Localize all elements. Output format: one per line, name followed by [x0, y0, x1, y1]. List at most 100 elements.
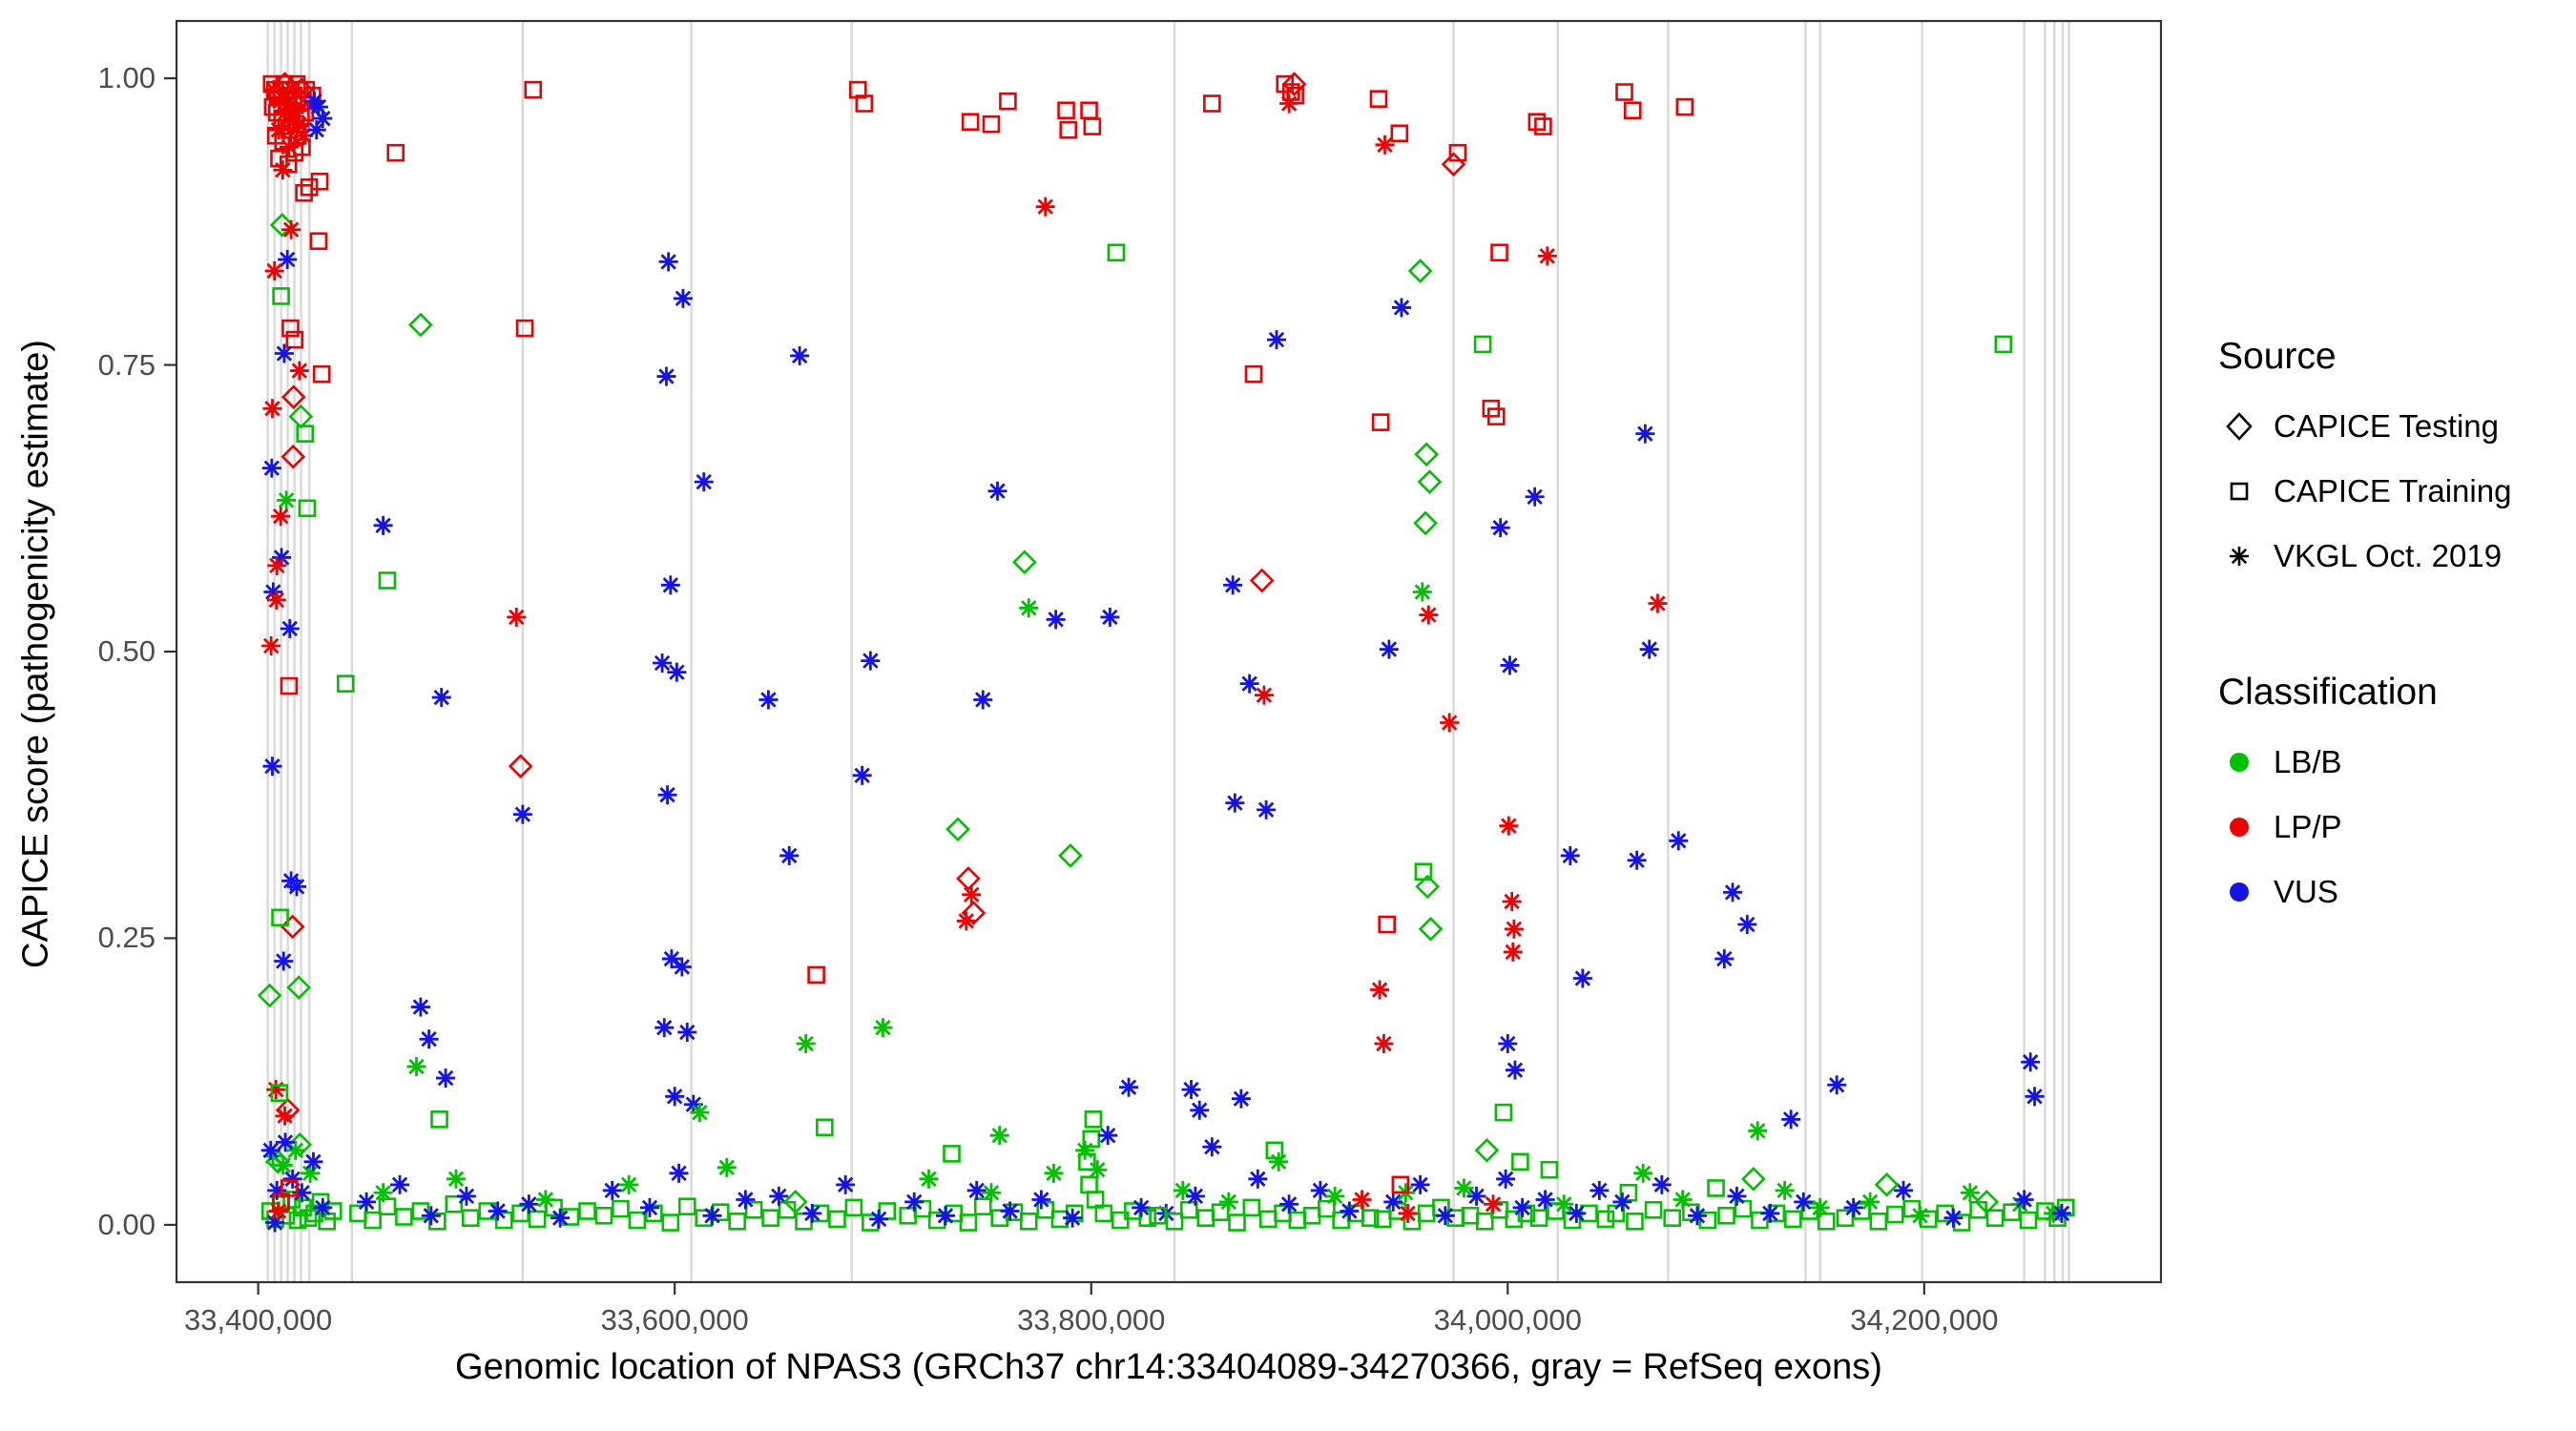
data-point-asterisk — [281, 219, 301, 239]
data-point-asterisk — [602, 1180, 622, 1200]
data-point-square — [378, 571, 397, 590]
data-point-square — [1886, 1205, 1904, 1224]
data-point-asterisk — [303, 1151, 323, 1172]
data-point-asterisk — [1843, 1197, 1863, 1217]
x-tick-label: 33,600,000 — [600, 1303, 749, 1337]
data-point-asterisk — [665, 1087, 685, 1107]
y-tick-label: 0.50 — [97, 634, 156, 668]
data-point-asterisk — [1181, 1080, 1201, 1100]
data-point-asterisk — [1440, 713, 1460, 733]
data-point-asterisk — [1503, 942, 1523, 962]
data-point-asterisk — [690, 1103, 710, 1123]
data-point-square — [428, 1213, 447, 1231]
data-point-square — [1390, 124, 1409, 143]
data-point-square — [280, 1179, 299, 1197]
data-point-square — [281, 319, 300, 338]
data-point-asterisk — [1202, 1137, 1222, 1157]
data-point-square — [1265, 1141, 1284, 1160]
data-point-square — [744, 1200, 763, 1219]
data-point-asterisk — [1672, 1190, 1693, 1210]
data-point-asterisk — [1035, 197, 1055, 217]
data-point-asterisk — [373, 1183, 393, 1203]
data-point-square — [1417, 1204, 1436, 1223]
data-point-asterisk — [1498, 1034, 1518, 1054]
data-point-asterisk — [271, 507, 291, 527]
data-point-square — [295, 183, 313, 202]
data-point-square — [1994, 335, 2013, 354]
data-point-asterisk — [1490, 518, 1510, 538]
data-point-asterisk — [2014, 1190, 2034, 1210]
data-point-asterisk — [1383, 1192, 1403, 1212]
data-point-square — [1080, 1175, 1098, 1194]
data-point-square — [461, 1209, 480, 1227]
data-point-asterisk — [694, 472, 714, 492]
data-point-square — [1675, 97, 1694, 116]
data-point-square — [1448, 143, 1467, 162]
data-point-asterisk — [861, 651, 881, 671]
data-point-square — [1369, 90, 1388, 109]
data-point-square — [1391, 1175, 1410, 1194]
data-point-square — [1607, 1204, 1626, 1223]
data-point-asterisk — [966, 1180, 987, 1200]
data-point-square — [2019, 1211, 2038, 1230]
data-point-square — [280, 676, 299, 695]
data-point-square — [285, 143, 304, 162]
data-point-square — [728, 1213, 746, 1231]
data-point-square — [1490, 1200, 1508, 1219]
data-point-asterisk — [956, 911, 976, 931]
data-point-square — [1486, 407, 1506, 425]
data-point-asterisk — [1267, 330, 1287, 350]
data-point-asterisk — [431, 688, 451, 708]
data-point-square — [300, 177, 319, 197]
data-point-asterisk — [274, 951, 294, 971]
data-point-asterisk — [1398, 1203, 1418, 1223]
data-point-asterisk — [263, 582, 283, 602]
data-point-square — [645, 1204, 663, 1223]
data-point-square — [1203, 94, 1221, 113]
data-point-asterisk — [282, 1169, 302, 1189]
data-point-asterisk — [677, 1023, 697, 1043]
data-point-asterisk — [1894, 1180, 1914, 1200]
data-point-asterisk — [2021, 1052, 2041, 1072]
data-point-asterisk — [267, 1180, 287, 1200]
data-point-asterisk — [1019, 598, 1039, 618]
data-point-square — [1969, 1200, 1987, 1219]
data-point-square — [1596, 1210, 1615, 1229]
data-point-asterisk — [1560, 845, 1580, 865]
data-point-diamond — [1874, 1172, 1900, 1197]
data-point-asterisk — [1727, 1186, 1747, 1206]
data-point-asterisk — [981, 1183, 1001, 1203]
data-point-asterisk — [1231, 1089, 1251, 1109]
square-marker-icon — [2230, 482, 2249, 501]
data-point-asterisk — [661, 949, 681, 969]
data-point-asterisk — [873, 1018, 893, 1038]
data-point-asterisk — [390, 1174, 410, 1194]
data-point-asterisk — [1185, 1186, 1205, 1206]
data-point-square — [309, 232, 328, 251]
legend: Source CAPICE Testing CAPICE Training — [2218, 336, 2511, 922]
data-point-asterisk — [1687, 1206, 1707, 1226]
data-point-square — [1505, 1210, 1524, 1229]
data-point-asterisk — [1504, 919, 1524, 939]
data-point-asterisk — [619, 1174, 639, 1194]
data-point-square — [1361, 1209, 1380, 1227]
data-point-square — [855, 94, 874, 113]
data-point-asterisk — [1639, 639, 1659, 659]
data-point-diamond — [286, 975, 312, 1000]
data-point-asterisk — [267, 555, 287, 575]
data-point-asterisk — [1748, 1121, 1768, 1141]
data-point-asterisk — [1572, 968, 1592, 988]
data-point-asterisk — [1502, 891, 1522, 911]
data-point-square — [578, 1202, 596, 1220]
data-point-square — [1111, 1211, 1130, 1230]
data-point-diamond — [1413, 510, 1438, 536]
data-point-asterisk — [1484, 1194, 1504, 1214]
data-point-asterisk — [269, 120, 289, 140]
data-point-asterisk — [1810, 1197, 1830, 1217]
data-point-asterisk — [551, 1208, 571, 1228]
data-point-square — [959, 1213, 978, 1232]
data-point-square — [524, 80, 543, 99]
data-point-diamond — [280, 444, 306, 469]
data-point-asterisk — [1370, 980, 1390, 1000]
data-point-asterisk — [260, 1140, 280, 1160]
